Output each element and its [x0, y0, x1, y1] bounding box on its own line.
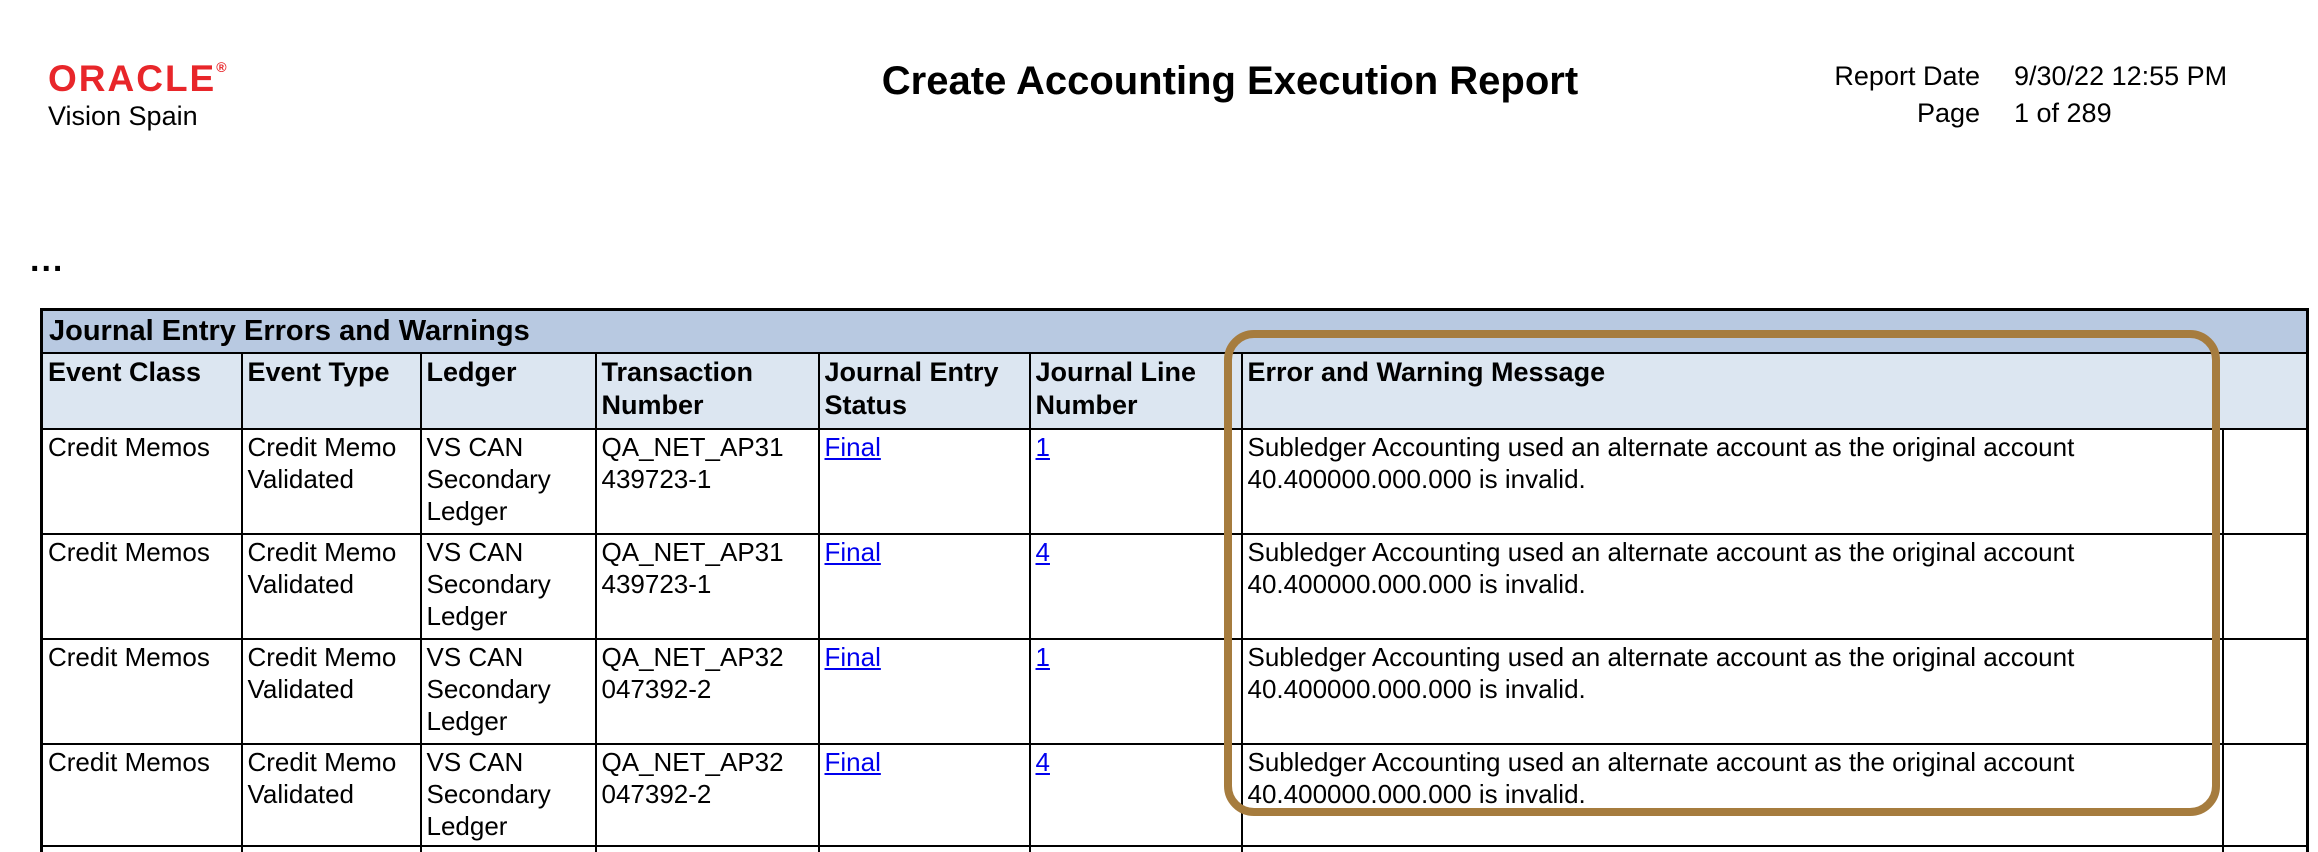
registered-trademark-icon: ®: [216, 59, 229, 75]
table-row: Credit Memos Credit Memo Validated VS CA…: [40, 638, 2309, 746]
cell-event-type: Credit Memo Validated: [240, 743, 422, 847]
cell-event-type: Credit Memo Validated: [240, 533, 422, 641]
report-date-label: Report Date: [1834, 61, 1980, 91]
cell-event-class: Credit Memos: [40, 533, 243, 641]
table-row: Credit Memos Credit Memo Validated VS CA…: [40, 743, 2309, 847]
cell-event-type: Credit Memo Validated: [240, 428, 422, 536]
cell-event-class: Credit Memos: [40, 638, 243, 746]
journal-entry-status-link[interactable]: Final: [824, 432, 881, 463]
col-header-ledger: Ledger: [419, 352, 597, 431]
cell-event-class: Credit Memos: [40, 743, 243, 847]
page-value: 1 of 289: [2014, 98, 2112, 129]
cell-transaction-number: QA_NET_AP32 047392-2: [594, 638, 820, 746]
report-date-value: 9/30/22 12:55 PM: [2014, 61, 2228, 91]
col-header-event-type: Event Type: [240, 352, 422, 431]
journal-line-number-link[interactable]: 1: [1035, 642, 1050, 673]
cell-ledger: VS CAN Secondary Ledger: [419, 428, 597, 536]
cell-ledger: VS CAN Secondary Ledger: [419, 638, 597, 746]
organization-name: Vision Spain: [48, 101, 198, 131]
cell-transaction-number: QA_NET_AP31 439723-1: [594, 428, 820, 536]
col-header-journal-line-number: Journal Line Number: [1028, 352, 1243, 431]
col-header-event-class: Event Class: [40, 352, 243, 431]
cell-empty: [2221, 638, 2309, 746]
cell-empty: [2221, 743, 2309, 847]
cell-event-class: Credit Memos: [40, 428, 243, 536]
table-row-partial: [40, 844, 2309, 852]
oracle-logo: ORACLE® Vision Spain: [48, 60, 229, 132]
cell-transaction-number: QA_NET_AP31 439723-1: [594, 533, 820, 641]
errors-warnings-table: Journal Entry Errors and Warnings Event …: [40, 308, 2309, 852]
content-ellipsis: ...: [30, 241, 65, 279]
cell-empty: [2221, 533, 2309, 641]
cell-error-message: Subledger Accounting used an alternate a…: [1240, 743, 2224, 847]
col-header-transaction-number: Transaction Number: [594, 352, 820, 431]
journal-line-number-link[interactable]: 4: [1035, 747, 1050, 778]
oracle-logo-wordmark: ORACLE®: [48, 60, 229, 97]
cell-error-message: Subledger Accounting used an alternate a…: [1240, 428, 2224, 536]
cell-ledger: VS CAN Secondary Ledger: [419, 743, 597, 847]
cell-ledger: VS CAN Secondary Ledger: [419, 533, 597, 641]
table-title: Journal Entry Errors and Warnings: [40, 308, 2309, 355]
cell-error-message: Subledger Accounting used an alternate a…: [1240, 638, 2224, 746]
journal-entry-status-link[interactable]: Final: [824, 747, 881, 778]
cell-error-message: Subledger Accounting used an alternate a…: [1240, 533, 2224, 641]
journal-entry-status-link[interactable]: Final: [824, 537, 881, 568]
table-row: Credit Memos Credit Memo Validated VS CA…: [40, 428, 2309, 536]
page-label: Page: [1916, 98, 1980, 129]
oracle-brand-text: ORACLE: [48, 58, 217, 99]
cell-empty: [2221, 428, 2309, 536]
page-title: Create Accounting Execution Report: [881, 59, 1579, 103]
col-header-error-message: Error and Warning Message: [1240, 352, 2309, 431]
cell-event-type: Credit Memo Validated: [240, 638, 422, 746]
report-meta: Report Date 9/30/22 12:55 PM Page 1 of 2…: [1700, 60, 2314, 130]
table-row: Credit Memos Credit Memo Validated VS CA…: [40, 533, 2309, 641]
col-header-journal-entry-status: Journal Entry Status: [817, 352, 1031, 431]
journal-entry-status-link[interactable]: Final: [824, 642, 881, 673]
journal-line-number-link[interactable]: 1: [1035, 432, 1050, 463]
cell-transaction-number: QA_NET_AP32 047392-2: [594, 743, 820, 847]
journal-line-number-link[interactable]: 4: [1035, 537, 1050, 568]
